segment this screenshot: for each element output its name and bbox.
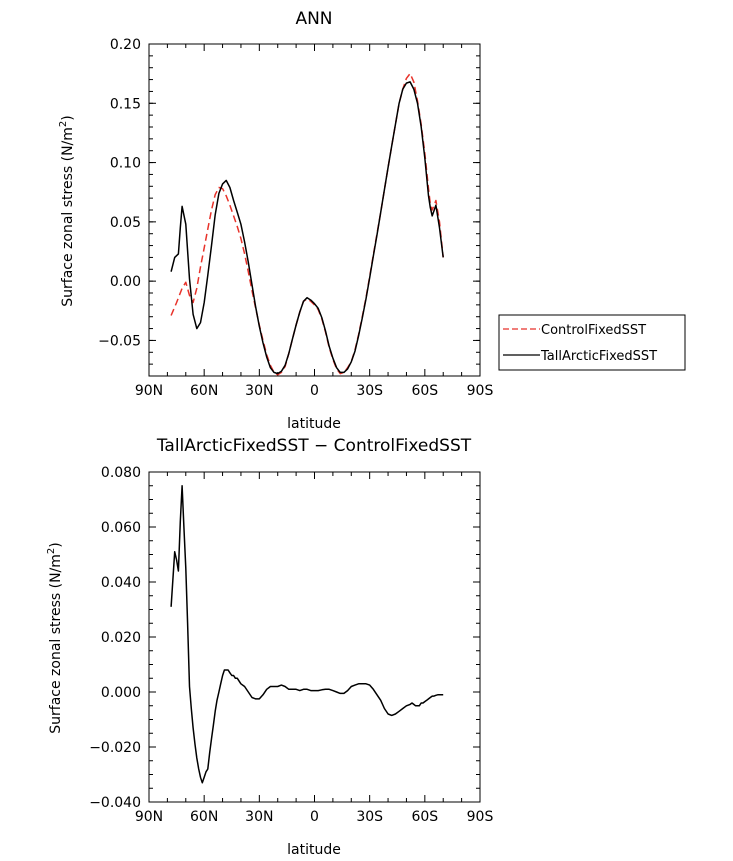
x-tick-label: 60N — [190, 383, 218, 399]
y-tick-label: −0.020 — [89, 740, 141, 756]
y-tick-label: 0.15 — [110, 96, 141, 112]
chart-title: TallArcticFixedSST − ControlFixedSST — [156, 436, 472, 456]
y-tick-labels: −0.040 −0.020 0.000 0.020 0.040 0.060 0.080 — [89, 465, 141, 811]
tick-marks — [148, 43, 481, 377]
x-tick-label: 30S — [356, 809, 383, 825]
y-tick-label: 0.10 — [110, 156, 141, 172]
legend-label-tallarctic: TallArcticFixedSST — [540, 349, 657, 364]
y-tick-labels: −0.05 0.00 0.05 0.10 0.15 0.20 — [98, 37, 141, 349]
y-tick-label: −0.040 — [89, 795, 141, 811]
y-tick-label: 0.020 — [101, 630, 141, 646]
x-tick-label: 30N — [245, 383, 273, 399]
x-axis-label: latitude — [287, 842, 341, 858]
series-lines — [170, 72, 444, 376]
y-tick-label: −0.05 — [98, 333, 141, 349]
y-tick-label: 0.060 — [101, 520, 141, 536]
legend-label-control: ControlFixedSST — [541, 323, 646, 338]
x-tick-label: 90N — [135, 809, 163, 825]
y-tick-label: 0.080 — [101, 465, 141, 481]
series-line — [170, 81, 444, 375]
series-lines — [170, 485, 444, 784]
plot-frame — [148, 471, 481, 803]
y-tick-label: 0.05 — [110, 215, 141, 231]
y-axis-label: Surface zonal stress (N/m2) — [46, 542, 64, 734]
x-tick-label: 0 — [310, 383, 319, 399]
x-tick-label: 60N — [190, 809, 218, 825]
x-tick-labels: 90N 60N 30N 0 30S 60S 90S — [135, 383, 494, 399]
series-line — [170, 485, 444, 784]
legend: ControlFixedSST TallArcticFixedSST — [498, 314, 686, 371]
y-axis-label: Surface zonal stress (N/m2) — [58, 115, 76, 307]
y-tick-label: 0.000 — [101, 685, 141, 701]
chart-title: ANN — [295, 9, 332, 29]
x-tick-label: 60S — [411, 383, 438, 399]
legend-box — [498, 314, 686, 371]
x-tick-label: 30N — [245, 809, 273, 825]
x-axis-label: latitude — [287, 416, 341, 432]
tick-marks — [148, 471, 481, 803]
chart-ann: ANN 90N 60N 30N 0 30S 60S 90S −0.05 0.00 0.05 0.1… — [58, 9, 686, 432]
x-tick-labels: 90N 60N 30N 0 30S 60S 90S — [135, 809, 494, 825]
x-tick-label: 90N — [135, 383, 163, 399]
x-tick-label: 90S — [467, 383, 494, 399]
y-tick-label: 0.20 — [110, 37, 141, 53]
chart-difference: TallArcticFixedSST − ControlFixedSST 90N… — [46, 436, 493, 858]
x-tick-label: 30S — [356, 383, 383, 399]
series-line — [170, 72, 444, 376]
x-tick-label: 90S — [467, 809, 494, 825]
y-tick-label: 0.040 — [101, 575, 141, 591]
x-tick-label: 60S — [411, 809, 438, 825]
x-tick-label: 0 — [310, 809, 319, 825]
y-tick-label: 0.00 — [110, 274, 141, 290]
